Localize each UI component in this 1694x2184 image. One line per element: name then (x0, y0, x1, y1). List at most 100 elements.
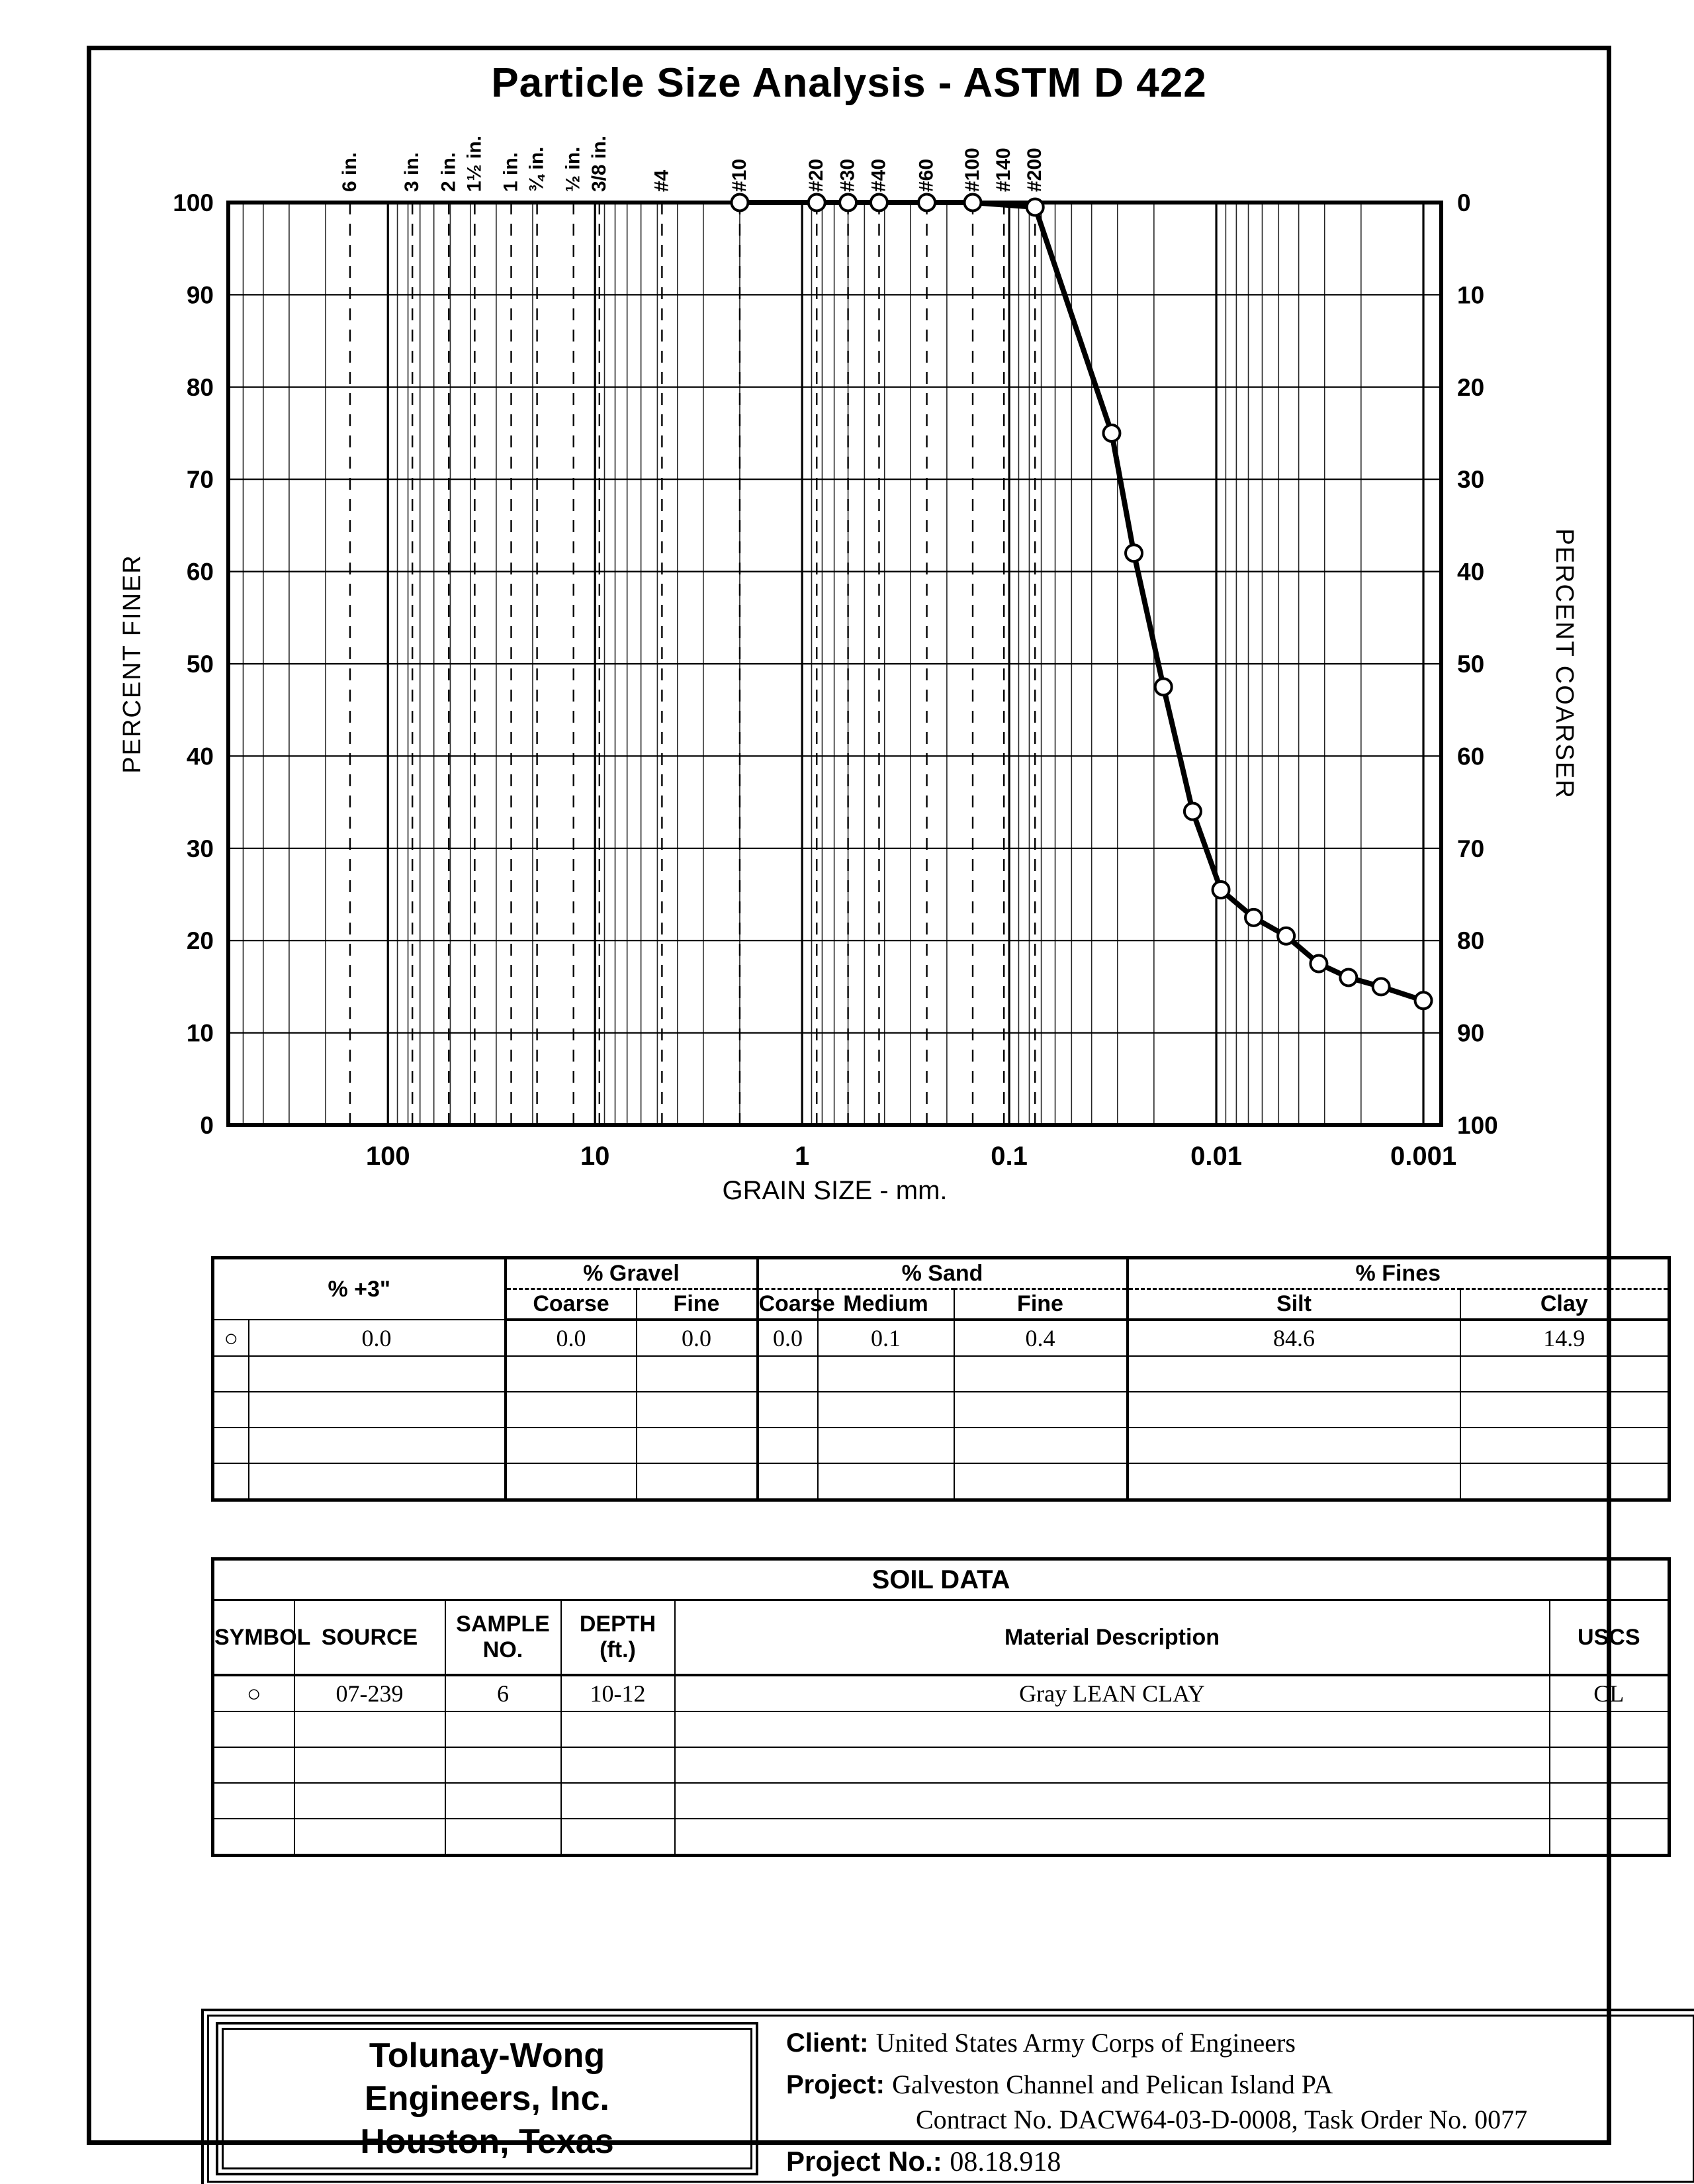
project-no-value: 08.18.918 (950, 2147, 1061, 2177)
soil-header-symbol: SYMBOL (212, 1599, 310, 1676)
fractions-empty-row-cell (756, 1391, 819, 1428)
soil-empty-row-cell (293, 1818, 446, 1856)
fractions-empty-row-cell (1126, 1391, 1461, 1428)
soil-empty-row-cell (1548, 1782, 1670, 1819)
soil-data-title: SOIL DATA (212, 1558, 1670, 1601)
company-box: Tolunay-Wong Engineers, Inc. Houston, Te… (216, 2022, 758, 2175)
fractions-subheader-sand-coarse: Coarse (756, 1288, 835, 1321)
soil-empty-row-cell (560, 1747, 676, 1784)
sheet-border: Particle Size Analysis - ASTM D 422 % +3… (87, 46, 1694, 2184)
footer-inner-border: Tolunay-Wong Engineers, Inc. Houston, Te… (207, 2015, 1694, 2183)
soil-empty-row-cell (212, 1818, 295, 1856)
fractions-empty-row-cell (504, 1463, 637, 1501)
fractions-empty-row-cell (817, 1463, 955, 1501)
soil-empty-row-cell (212, 1711, 295, 1748)
soil-data-row-cell: Gray LEAN CLAY (674, 1674, 1550, 1712)
fractions-empty-row-cell (504, 1391, 637, 1428)
fractions-empty-row-cell (1459, 1391, 1670, 1428)
fractions-empty-row-cell (817, 1391, 955, 1428)
soil-empty-row-cell (1548, 1747, 1670, 1784)
company-name-line2: Engineers, Inc. (365, 2079, 609, 2118)
fractions-empty-row-cell (953, 1391, 1128, 1428)
fractions-empty-row-cell (635, 1427, 758, 1464)
fractions-empty-row-cell (1126, 1463, 1461, 1501)
fractions-header-sand: % Sand (756, 1257, 1128, 1290)
soil-empty-row (212, 1747, 1670, 1784)
soil-header-material-description: Material Description (674, 1599, 1550, 1676)
fractions-empty-row-cell (247, 1427, 506, 1464)
fractions-table: % +3" % Gravel % Sand % Fines Coarse Fin… (211, 1256, 1672, 1502)
fractions-empty-row-cell (953, 1355, 1128, 1392)
fractions-subheader-clay: Clay (1459, 1288, 1670, 1321)
fractions-data-row-cell: ○ (212, 1319, 249, 1357)
fractions-subheader-sand-fine: Fine (953, 1288, 1128, 1321)
soil-data-row-cell: 6 (444, 1674, 562, 1712)
fractions-empty-row-cell (756, 1463, 819, 1501)
soil-empty-row-cell (293, 1747, 446, 1784)
soil-empty-row (212, 1711, 1670, 1748)
company-name-line1: Tolunay-Wong (369, 2036, 605, 2075)
footer-block: Tolunay-Wong Engineers, Inc. Houston, Te… (201, 2009, 1694, 2184)
project-no-row: Project No.: 08.18.918 (786, 2146, 1682, 2178)
fractions-subheader-sand-medium: Medium (817, 1288, 955, 1321)
soil-data-row-cell: CL (1548, 1674, 1670, 1712)
fractions-data-row-cell: 0.0 (247, 1319, 506, 1357)
soil-data-table: SOIL DATA SYMBOL SOURCE SAMPLE NO. DEPTH… (211, 1557, 1672, 1857)
company-location: Houston, Texas (360, 2122, 614, 2161)
fractions-data-row-cell: 0.0 (635, 1319, 758, 1357)
fractions-header-plus3: % +3" (212, 1257, 506, 1320)
fractions-data-row-cell: 0.1 (817, 1319, 955, 1357)
soil-header-depth: DEPTH (ft.) (560, 1599, 676, 1676)
soil-empty-row (212, 1782, 1670, 1819)
fractions-empty-row-cell (247, 1355, 506, 1392)
fractions-empty-row-cell (635, 1391, 758, 1428)
soil-data-table-wrap: SOIL DATA SYMBOL SOURCE SAMPLE NO. DEPTH… (211, 1557, 1672, 1857)
client-label: Client: (786, 2028, 869, 2058)
fractions-subheader-gravel-coarse: Coarse (504, 1288, 637, 1321)
fractions-data-row: ○ 0.0 0.0 0.0 0.0 0.1 0.4 84.6 14.9 (212, 1319, 1670, 1357)
soil-empty-row-cell (674, 1818, 1550, 1856)
fractions-data-row-cell: 0.0 (504, 1319, 637, 1357)
fractions-empty-row (212, 1427, 1670, 1464)
soil-empty-row-cell (444, 1711, 562, 1748)
fractions-data-row-cell: 84.6 (1126, 1319, 1461, 1357)
project-no-label: Project No.: (786, 2146, 942, 2177)
soil-empty-row-cell (674, 1782, 1550, 1819)
soil-empty-row-cell (674, 1747, 1550, 1784)
soil-empty-row-cell (444, 1818, 562, 1856)
project-row: Project: Galveston Channel and Pelican I… (786, 2069, 1682, 2100)
soil-empty-row-cell (444, 1747, 562, 1784)
fractions-empty-row (212, 1463, 1670, 1501)
project-value-line2: Contract No. DACW64-03-D-0008, Task Orde… (916, 2105, 1528, 2134)
client-row: Client: United States Army Corps of Engi… (786, 2027, 1682, 2058)
fractions-empty-row-cell (756, 1355, 819, 1392)
soil-empty-row-cell (1548, 1711, 1670, 1748)
soil-data-row-cell: ○ (212, 1674, 295, 1712)
project-value-line1: Galveston Channel and Pelican Island PA (892, 2070, 1333, 2099)
fractions-empty-row-cell (1126, 1427, 1461, 1464)
fractions-empty-row-cell (212, 1391, 249, 1428)
fractions-empty-row-cell (1459, 1355, 1670, 1392)
fractions-empty-row-cell (247, 1463, 506, 1501)
project-label: Project: (786, 2070, 885, 2099)
fractions-data-row-cell: 14.9 (1459, 1319, 1670, 1357)
fractions-empty-row (212, 1355, 1670, 1392)
fractions-empty-row (212, 1391, 1670, 1428)
fractions-empty-row-cell (817, 1427, 955, 1464)
client-value: United States Army Corps of Engineers (875, 2028, 1296, 2058)
soil-data-row-cell: 10-12 (560, 1674, 676, 1712)
fractions-data-row-cell: 0.4 (953, 1319, 1128, 1357)
fractions-empty-row-cell (953, 1463, 1128, 1501)
soil-empty-row-cell (293, 1711, 446, 1748)
fractions-empty-row-cell (212, 1463, 249, 1501)
soil-header-source: SOURCE (293, 1599, 446, 1676)
fractions-empty-row-cell (247, 1391, 506, 1428)
footer-project-info: Client: United States Army Corps of Engi… (786, 2017, 1682, 2181)
fractions-empty-row-cell (1459, 1427, 1670, 1464)
soil-header-uscs: USCS (1548, 1599, 1670, 1676)
fractions-header-fines: % Fines (1126, 1257, 1670, 1290)
soil-empty-row-cell (444, 1782, 562, 1819)
fractions-empty-row-cell (1459, 1463, 1670, 1501)
fractions-empty-row-cell (635, 1355, 758, 1392)
soil-empty-row-cell (560, 1818, 676, 1856)
